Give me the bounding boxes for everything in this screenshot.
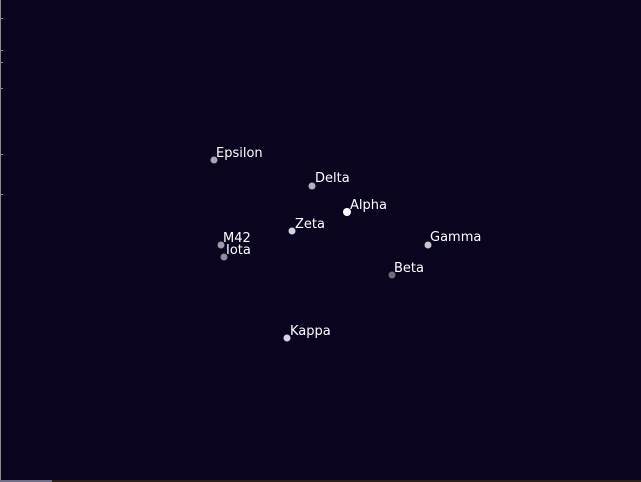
star-delta-dot[interactable]: [308, 182, 316, 190]
star-m42-label: M42: [223, 231, 251, 246]
star-alpha-label: Alpha: [350, 198, 387, 213]
star-beta-label: Beta: [394, 261, 424, 276]
edge-tick: [0, 194, 3, 195]
star-delta-label: Delta: [315, 171, 350, 186]
star-iota-label: Iota: [226, 243, 251, 258]
star-beta-dot[interactable]: [388, 271, 396, 279]
star-zeta-label: Zeta: [295, 217, 325, 232]
left-edge-divider: [0, 0, 1, 482]
star-zeta-dot[interactable]: [288, 227, 296, 235]
edge-tick: [0, 62, 3, 63]
bottom-edge-left: [0, 480, 52, 482]
star-kappa-dot[interactable]: [283, 334, 291, 342]
star-m42-dot[interactable]: [217, 241, 225, 249]
edge-tick: [0, 88, 3, 89]
edge-tick: [0, 154, 3, 155]
star-gamma-dot[interactable]: [424, 241, 432, 249]
bottom-edge: [52, 480, 641, 482]
star-epsilon-dot[interactable]: [210, 156, 218, 164]
star-kappa-label: Kappa: [290, 324, 331, 339]
star-iota-dot[interactable]: [220, 253, 228, 261]
edge-tick: [0, 18, 3, 19]
star-gamma-label: Gamma: [430, 230, 482, 245]
star-alpha-dot[interactable]: [343, 208, 351, 216]
edge-tick: [0, 50, 3, 51]
star-epsilon-label: Epsilon: [216, 146, 263, 161]
